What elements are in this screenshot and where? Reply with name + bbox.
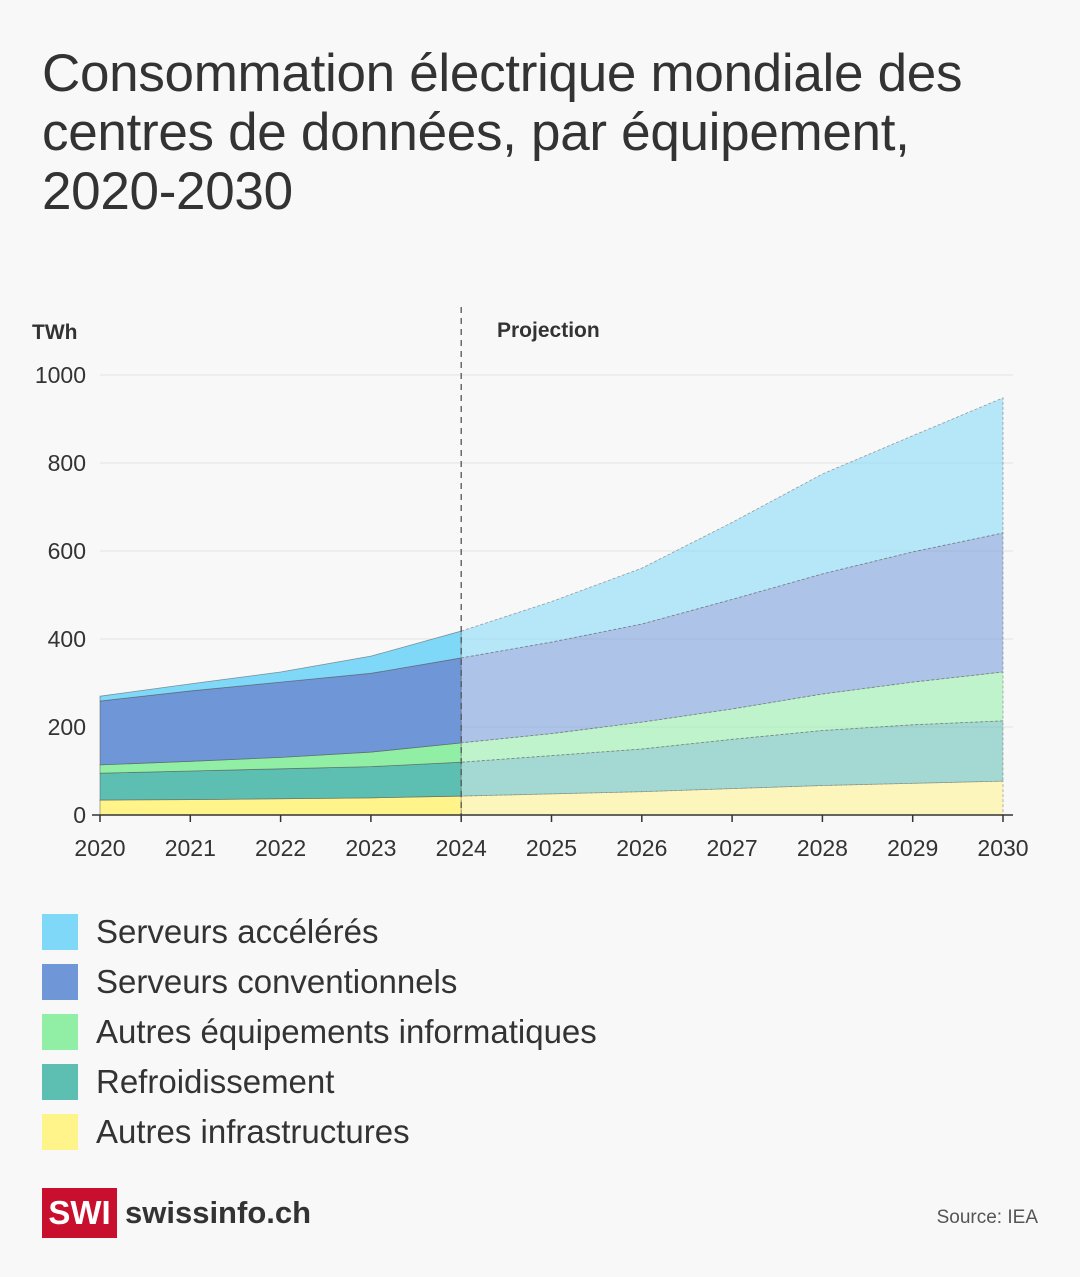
legend-swatch — [42, 1014, 78, 1050]
legend-swatch — [42, 1114, 78, 1150]
legend-label: Serveurs accélérés — [96, 913, 379, 950]
area-projection-4 — [460, 397, 1004, 659]
legend-swatch — [42, 964, 78, 1000]
x-tick-label: 2030 — [977, 835, 1028, 861]
legend-item: Serveurs accélérés — [42, 907, 597, 957]
swissinfo-logo: SWI swissinfo.ch — [42, 1188, 311, 1238]
x-tick-label: 2023 — [345, 835, 396, 861]
legend: Serveurs accélérés Serveurs conventionnel… — [42, 907, 597, 1157]
y-tick-label: 600 — [48, 538, 86, 564]
y-tick-label: 0 — [73, 802, 86, 828]
areas — [99, 397, 1004, 816]
x-tick-label: 2022 — [255, 835, 306, 861]
logo-mark: SWI — [42, 1188, 117, 1238]
x-tick-label: 2028 — [797, 835, 848, 861]
x-tick-label: 2027 — [707, 835, 758, 861]
x-tick-label: 2029 — [887, 835, 938, 861]
y-tick-label: 400 — [48, 626, 86, 652]
area-projection-3 — [460, 532, 1004, 744]
y-tick-label: 800 — [48, 450, 86, 476]
legend-label: Autres équipements informatiques — [96, 1013, 597, 1050]
legend-item: Serveurs conventionnels — [42, 957, 597, 1007]
x-tick-label: 2024 — [436, 835, 487, 861]
legend-label: Refroidissement — [96, 1063, 335, 1100]
source-note: Source: IEA — [936, 1207, 1038, 1228]
axes: 0 200 400 600 800 1000 2020 2021 2022 2023 2024 202… — [35, 307, 1029, 861]
y-axis-unit: TWh — [32, 321, 77, 344]
legend-item: Refroidissement — [42, 1057, 597, 1107]
y-tick-label: 1000 — [35, 362, 86, 388]
legend-item: Autres équipements informatiques — [42, 1007, 597, 1057]
stacked-area-chart: 0 200 400 600 800 1000 2020 2021 2022 2023 2024 202… — [32, 307, 1029, 861]
x-tick-label: 2026 — [616, 835, 667, 861]
legend-swatch — [42, 1064, 78, 1100]
chart-title: Consommation électrique mondiale des cen… — [42, 44, 963, 221]
logo-site: swissinfo.ch — [125, 1195, 312, 1230]
x-tick-label: 2021 — [165, 835, 216, 861]
projection-label: Projection — [497, 319, 600, 342]
area-projection-2 — [460, 671, 1004, 763]
legend-item: Autres infrastructures — [42, 1107, 597, 1157]
y-tick-label: 200 — [48, 714, 86, 740]
legend-swatch — [42, 914, 78, 950]
legend-label: Serveurs conventionnels — [96, 963, 458, 1000]
x-tick-label: 2025 — [526, 835, 577, 861]
x-tick-label: 2020 — [74, 835, 125, 861]
legend-label: Autres infrastructures — [96, 1113, 410, 1150]
